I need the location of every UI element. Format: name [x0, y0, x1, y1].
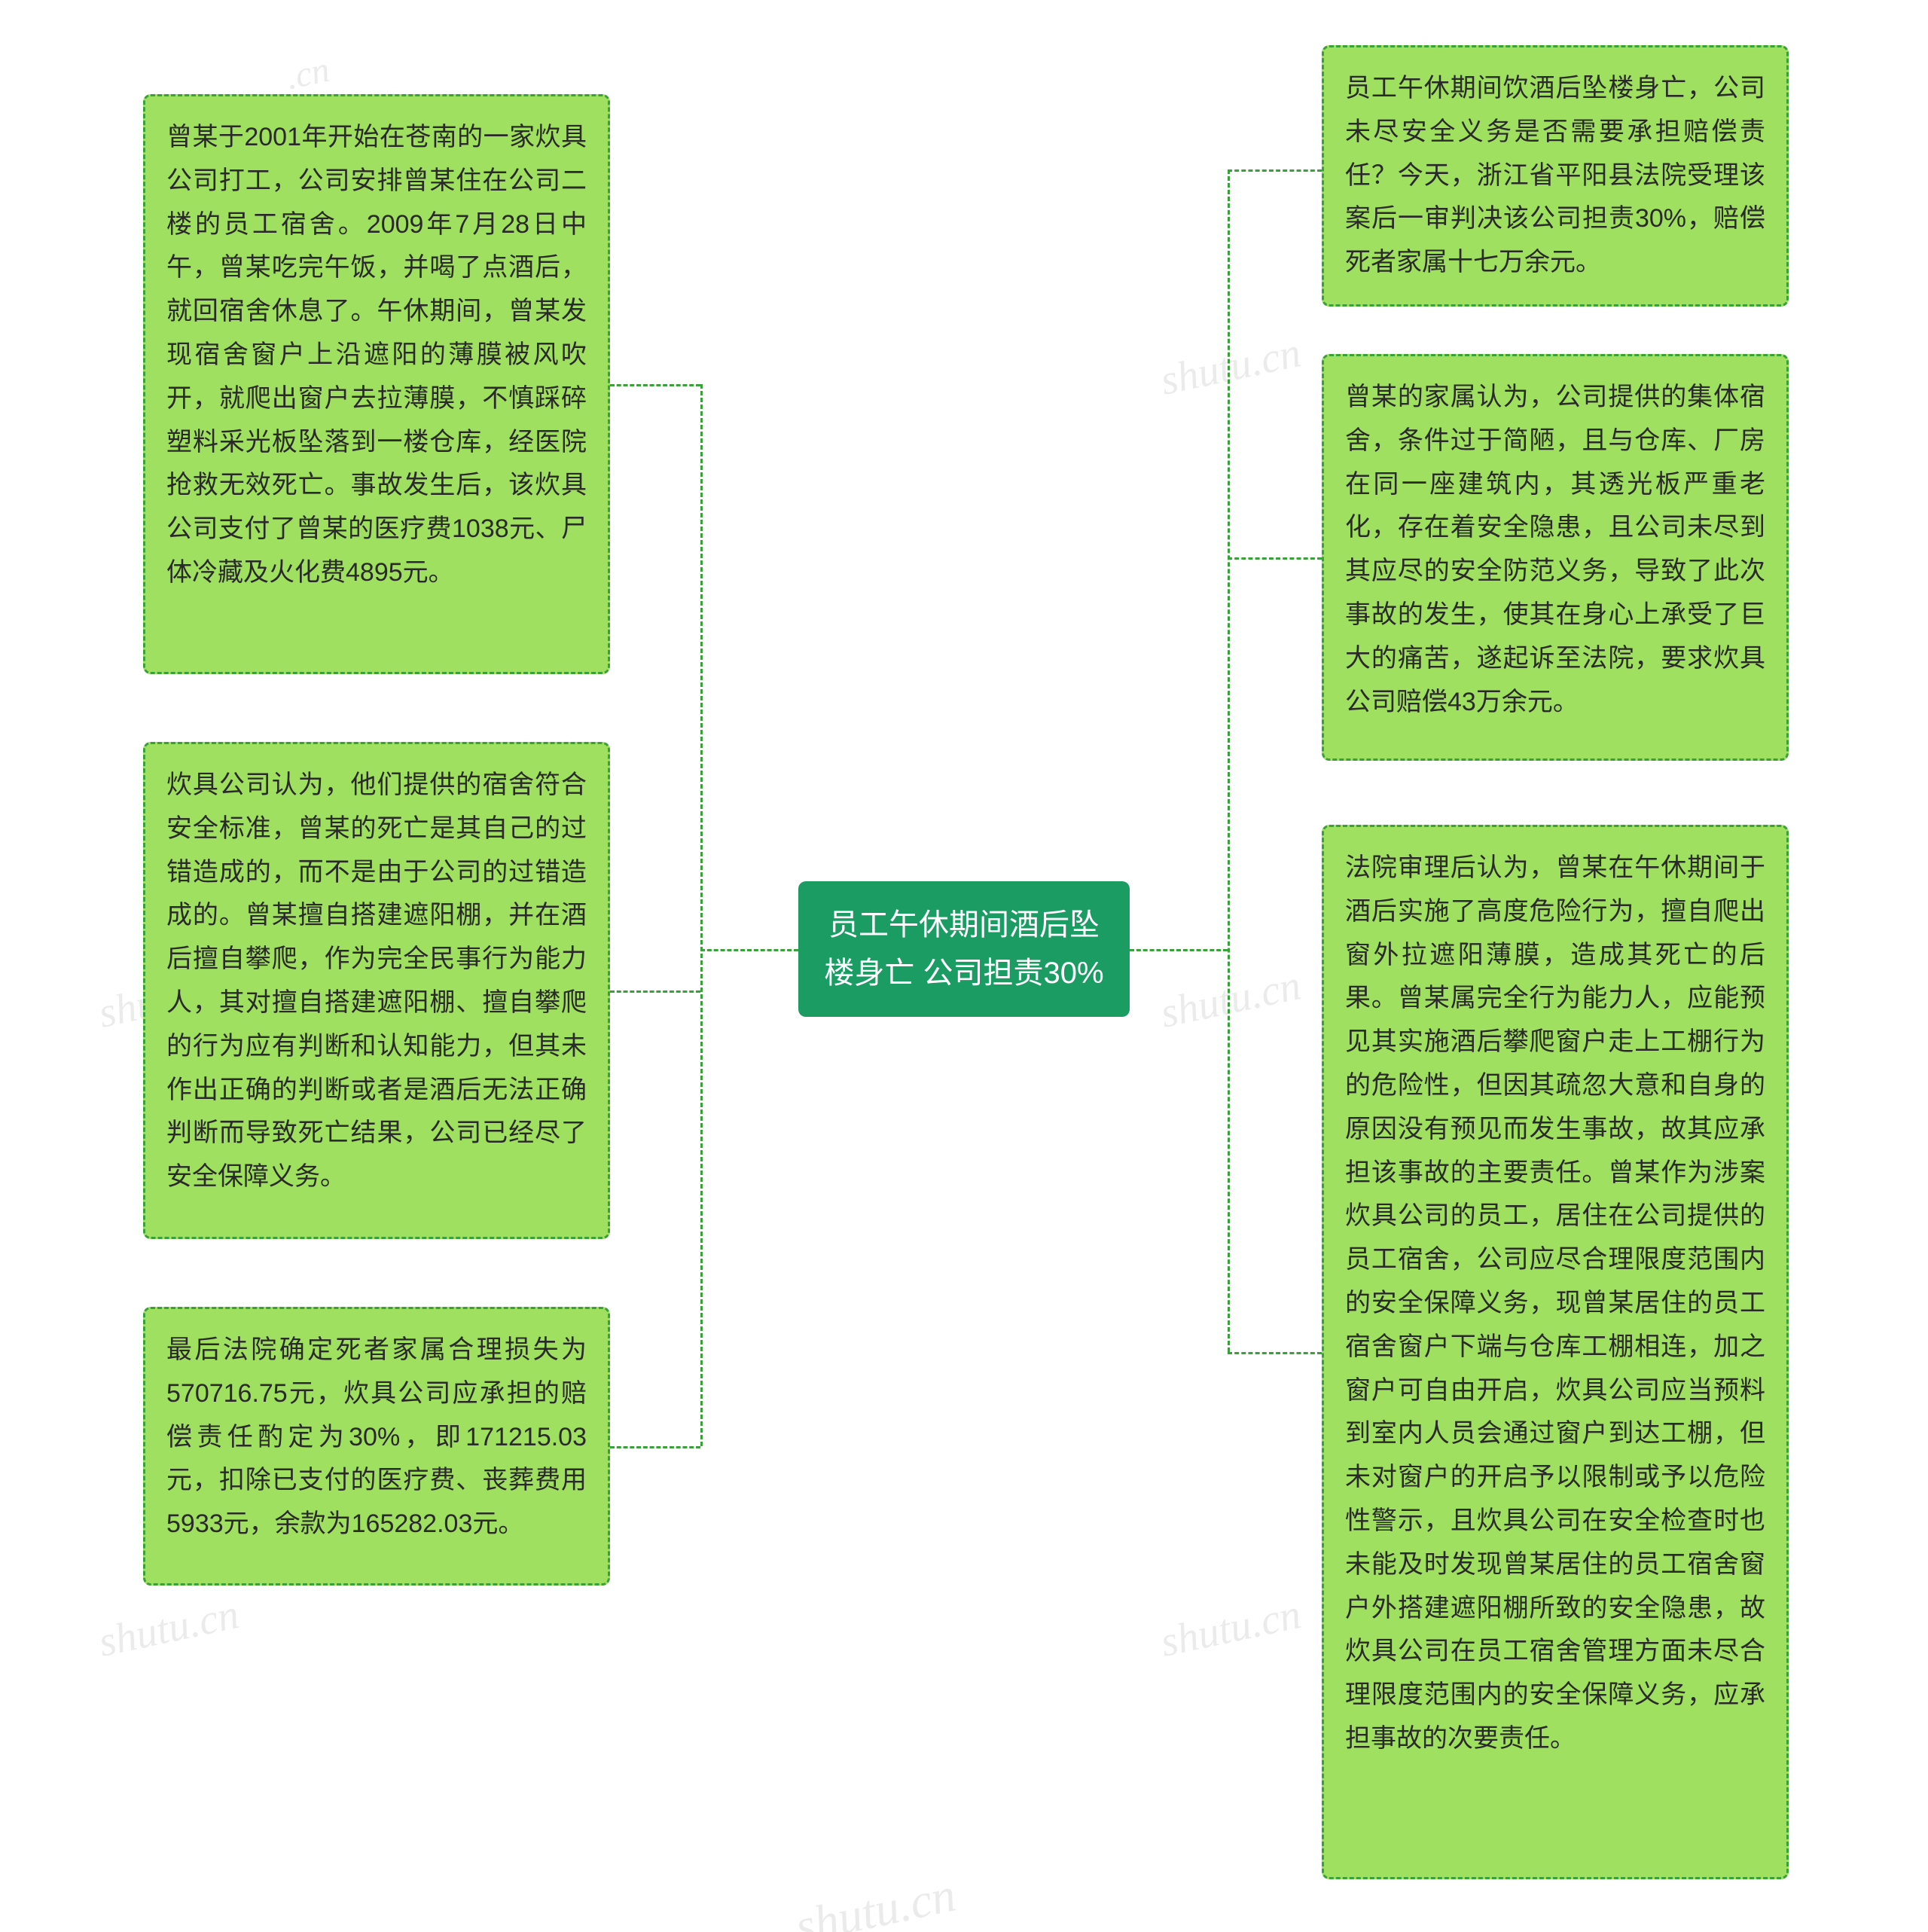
connector-left-trunk	[700, 384, 703, 1446]
connector-left-branch-2	[610, 990, 700, 993]
watermark: shutu.cn	[1156, 328, 1304, 405]
leaf-left-2: 炊具公司认为，他们提供的宿舍符合安全标准，曾某的死亡是其自己的过错造成的，而不是…	[143, 742, 610, 1239]
connector-right-branch-2	[1228, 557, 1322, 560]
center-topic: 员工午休期间酒后坠楼身亡 公司担责30%	[798, 881, 1130, 1017]
connector-left-center	[700, 949, 798, 951]
watermark: .cn	[282, 49, 333, 99]
watermark: shutu.cn	[791, 1866, 961, 1932]
connector-left-branch-1	[610, 384, 700, 386]
connector-left-branch-3	[610, 1446, 700, 1448]
leaf-right-1: 员工午休期间饮酒后坠楼身亡，公司未尽安全义务是否需要承担赔偿责任？今天，浙江省平…	[1322, 45, 1789, 307]
connector-right-branch-1	[1228, 169, 1322, 172]
connector-right-trunk	[1228, 169, 1230, 1352]
leaf-left-1: 曾某于2001年开始在苍南的一家炊具公司打工，公司安排曾某住在公司二楼的员工宿舍…	[143, 94, 610, 674]
leaf-right-2: 曾某的家属认为，公司提供的集体宿舍，条件过于简陋，且与仓库、厂房在同一座建筑内，…	[1322, 354, 1789, 761]
watermark: shutu.cn	[1156, 961, 1304, 1038]
watermark: shutu.cn	[1156, 1590, 1304, 1667]
mindmap-canvas: .cn shutu.cn shutu.cn shutu.cn shutu.cn …	[0, 0, 1928, 1932]
leaf-right-3: 法院审理后认为，曾某在午休期间于酒后实施了高度危险行为，擅自爬出窗外拉遮阳薄膜，…	[1322, 825, 1789, 1879]
watermark: shutu.cn	[94, 1590, 243, 1667]
leaf-left-3: 最后法院确定死者家属合理损失为570716.75元，炊具公司应承担的赔偿责任酌定…	[143, 1307, 610, 1586]
connector-right-branch-3	[1228, 1352, 1322, 1354]
connector-right-center	[1130, 949, 1228, 951]
center-topic-text: 员工午休期间酒后坠楼身亡 公司担责30%	[821, 901, 1107, 997]
